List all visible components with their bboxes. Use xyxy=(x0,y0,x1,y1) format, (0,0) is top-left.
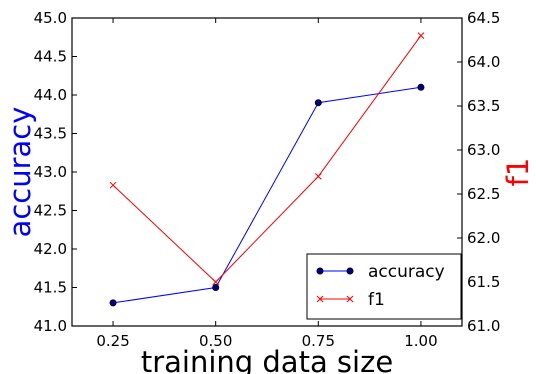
x-tick-label: 0.50 xyxy=(199,332,232,350)
x-tick-label: 0.75 xyxy=(302,332,335,350)
legend-label-accuracy: accuracy xyxy=(368,262,445,282)
data-point-f1 xyxy=(212,278,220,286)
legend-box xyxy=(306,253,462,320)
series-line-f1 xyxy=(112,35,422,283)
right-axis-label: f1 xyxy=(501,158,535,187)
right-tick-label: 61.0 xyxy=(467,317,500,335)
x-tick-label: 0.25 xyxy=(96,332,129,350)
left-tick-label: 41.0 xyxy=(34,317,67,335)
x-axis-label: training data size xyxy=(141,345,393,374)
right-tick-label: 64.0 xyxy=(467,53,500,71)
legend: accuracy f1 xyxy=(306,253,462,320)
legend-marker-f1 xyxy=(346,295,354,303)
data-point-accuracy xyxy=(212,283,220,291)
data-point-f1 xyxy=(417,32,425,39)
legend-marker-accuracy xyxy=(346,267,354,275)
left-tick-label: 42.5 xyxy=(34,202,67,220)
left-tick-label: 43.5 xyxy=(34,125,67,143)
data-point-f1 xyxy=(314,173,322,180)
left-tick-label: 43.0 xyxy=(34,163,67,181)
left-tick-label: 45.0 xyxy=(34,9,67,27)
legend-label-f1: f1 xyxy=(368,290,385,310)
legend-marker-f1 xyxy=(316,295,324,303)
data-series xyxy=(109,32,425,307)
left-axis-label: accuracy xyxy=(3,107,37,238)
left-tick-label: 44.5 xyxy=(34,48,67,66)
right-tick-label: 64.5 xyxy=(467,9,500,27)
axis-ticks: 0.25 0.50 0.75 1.00 41.0 41.5 42.0 42.5 43.0 43.5… xyxy=(34,9,501,350)
data-point-f1 xyxy=(109,181,117,189)
right-tick-label: 63.0 xyxy=(467,141,500,159)
x-tick-label: 1.00 xyxy=(404,332,437,350)
series-line-accuracy xyxy=(113,86,421,304)
legend-markers xyxy=(316,267,354,303)
plot-frame xyxy=(71,17,463,327)
right-tick-label: 61.5 xyxy=(467,273,500,291)
left-tick-label: 41.5 xyxy=(34,279,67,297)
right-tick-label: 62.0 xyxy=(467,229,500,247)
data-point-accuracy xyxy=(314,99,322,107)
left-tick-label: 44.0 xyxy=(34,86,67,104)
right-tick-label: 62.5 xyxy=(467,185,500,203)
data-point-accuracy xyxy=(417,83,425,91)
right-tick-label: 63.5 xyxy=(467,97,500,115)
legend-marker-accuracy xyxy=(316,267,324,275)
data-point-accuracy xyxy=(109,299,117,307)
left-tick-label: 42.0 xyxy=(34,240,67,258)
